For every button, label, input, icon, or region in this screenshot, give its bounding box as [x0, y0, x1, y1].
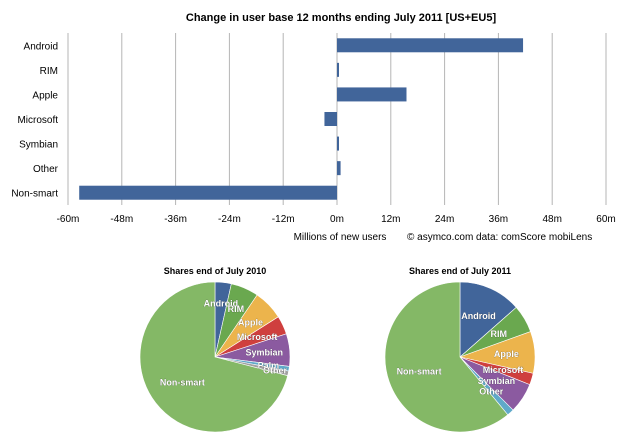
- pie-label: Other: [263, 365, 288, 375]
- pie-label: Android: [204, 298, 239, 308]
- pie-chart-2011: Shares end of July 2011 Android RIM Apple M…: [384, 266, 536, 433]
- x-tick-label: 48m: [542, 214, 561, 225]
- x-tick-label: -60m: [57, 214, 80, 225]
- x-tick-label: -24m: [218, 214, 241, 225]
- pie-2011-slices: [384, 281, 536, 433]
- x-tick-label: 0m: [330, 214, 344, 225]
- pie-label: Other: [479, 386, 504, 396]
- category-label: RIM: [40, 66, 58, 77]
- pie-2011-title: Shares end of July 2011: [409, 266, 511, 276]
- bar-rim: [337, 62, 339, 77]
- x-tick-label: -48m: [110, 214, 133, 225]
- pie-2010-slices: [139, 281, 291, 433]
- pie-label: Palm: [258, 360, 280, 370]
- bar-android: [337, 38, 524, 53]
- pie-label: Microsoft: [483, 365, 524, 375]
- bar-chart-bars: [79, 38, 524, 200]
- category-label: Microsoft: [17, 115, 58, 126]
- pie-slice-non-smart: [384, 281, 509, 433]
- x-tick-label: -12m: [272, 214, 295, 225]
- bar-non-smart: [79, 185, 337, 200]
- category-label: Non-smart: [11, 189, 58, 200]
- category-label: Other: [33, 164, 59, 175]
- bar-chart: Change in user base 12 months ending Jul…: [11, 12, 615, 243]
- bar-chart-title: Change in user base 12 months ending Jul…: [186, 12, 497, 24]
- pie-label: Apple: [494, 349, 519, 359]
- x-tick-label: 12m: [381, 214, 400, 225]
- bar-other: [337, 161, 341, 176]
- bar-chart-x-axis-label: Millions of new users: [294, 232, 387, 243]
- category-label: Apple: [32, 90, 58, 101]
- pie-label: RIM: [490, 329, 507, 339]
- x-tick-label: 60m: [596, 214, 615, 225]
- pie-label: Symbian: [478, 376, 516, 386]
- category-label: Android: [24, 41, 58, 52]
- pie-label: Apple: [238, 318, 263, 328]
- category-label: Symbian: [19, 140, 58, 151]
- pie-slice-android: [459, 281, 517, 358]
- pie-label: Non-smart: [160, 377, 205, 387]
- pie-label: RIM: [228, 304, 245, 314]
- source-note: © asymco.com data: comScore mobiLens: [407, 232, 592, 243]
- pie-2010-title: Shares end of July 2010: [164, 266, 267, 276]
- pie-label: Symbian: [246, 347, 284, 357]
- bar-apple: [337, 87, 407, 102]
- bar-chart-tick-labels: -60m -48m -36m -24m -12m 0m 12m 24m 36m 48m 60m: [57, 214, 616, 225]
- pie-slice-non-smart: [139, 281, 289, 433]
- x-tick-label: -36m: [164, 214, 187, 225]
- pie-label: Non-smart: [397, 367, 442, 377]
- bar-symbian: [337, 136, 339, 151]
- pie-label: Microsoft: [237, 332, 278, 342]
- x-tick-label: 24m: [435, 214, 454, 225]
- x-tick-label: 36m: [489, 214, 508, 225]
- pie-label: Android: [461, 311, 496, 321]
- bar-microsoft: [324, 112, 337, 126]
- bar-chart-category-labels: Android RIM Apple Microsoft Symbian Other Non-…: [11, 41, 58, 199]
